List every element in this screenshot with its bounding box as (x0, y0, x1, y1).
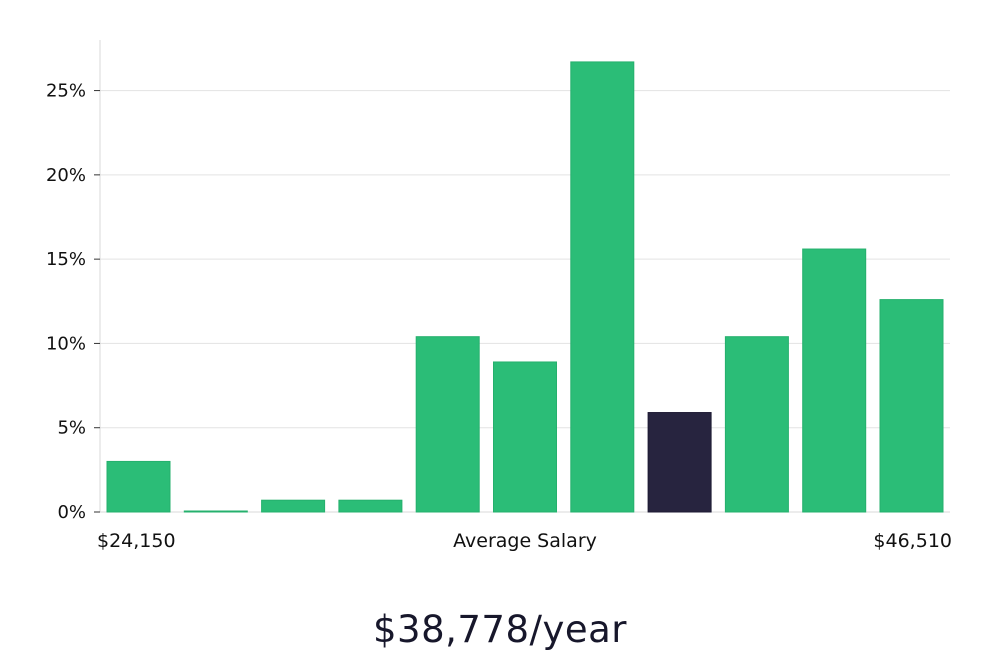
x-max-label: $46,510 (873, 530, 952, 552)
y-tick-label: 25% (46, 81, 86, 102)
y-tick-labels: 0% 5% 10% 15% 20% 25% (46, 81, 100, 523)
y-tick-label: 15% (46, 249, 86, 270)
bars (106, 61, 944, 513)
salary-bar (570, 61, 635, 513)
salary-bar (879, 299, 944, 513)
salary-bar (802, 248, 867, 513)
salary-bar (106, 460, 171, 513)
salary-bar (183, 510, 248, 513)
average-salary-value: $38,778/year (372, 608, 627, 651)
salary-bar-highlighted (647, 412, 712, 513)
salary-bar (493, 361, 557, 513)
y-tick-label: 20% (46, 165, 86, 186)
x-min-label: $24,150 (97, 530, 176, 552)
salary-bar (261, 499, 326, 513)
salary-distribution-chart: 0%5%10%15%20%25% $24,150 Average Salary … (46, 40, 952, 552)
y-tick-label: 10% (46, 333, 86, 354)
salary-bar (724, 336, 789, 513)
y-tick-label: 0% (57, 502, 86, 523)
salary-bar (338, 499, 403, 513)
y-tick-label: 5% (57, 418, 86, 439)
salary-bar (415, 336, 480, 513)
x-axis-label: Average Salary (453, 530, 597, 552)
